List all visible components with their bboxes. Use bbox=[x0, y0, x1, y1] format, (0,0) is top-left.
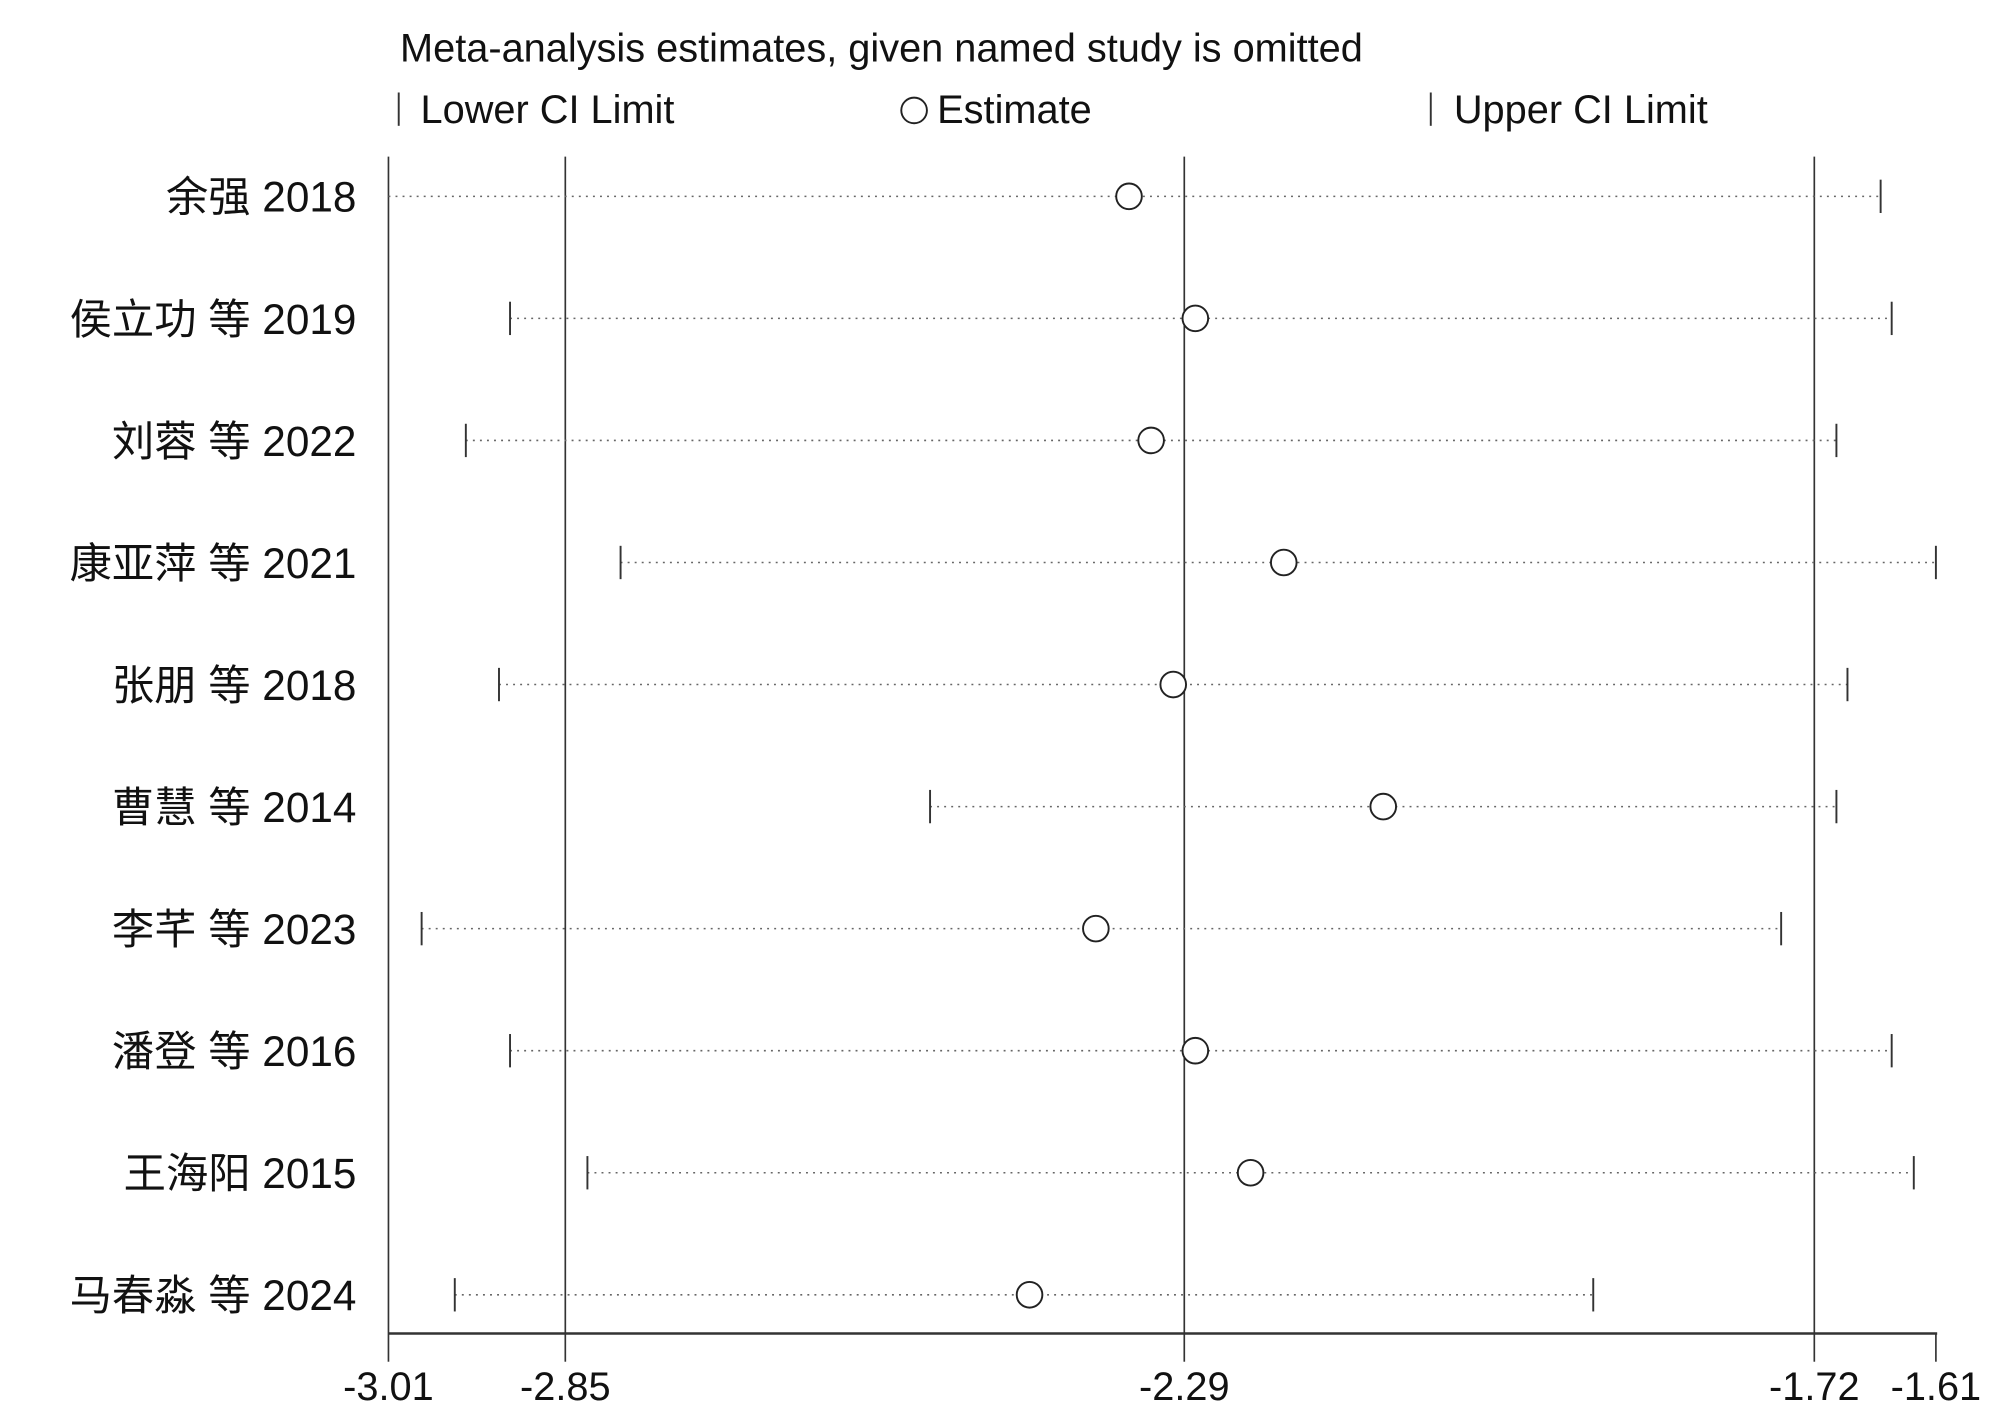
study-row: 曹慧 等 2014 bbox=[112, 784, 1838, 831]
estimate-marker bbox=[1015, 1281, 1044, 1309]
legend: Lower CI Limit Estimate Upper CI Limit bbox=[397, 88, 1708, 132]
legend-lower-label: Lower CI Limit bbox=[421, 88, 675, 132]
study-label: 马春淼 等 2024 bbox=[70, 1272, 357, 1319]
study-row: 潘登 等 2016 bbox=[112, 1028, 1893, 1075]
study-label: 余强 2018 bbox=[166, 174, 356, 221]
legend-upper-label: Upper CI Limit bbox=[1454, 88, 1708, 132]
study-row: 李芊 等 2023 bbox=[112, 906, 1783, 953]
legend-estimate-mark bbox=[900, 96, 928, 125]
study-row: 张朋 等 2018 bbox=[112, 662, 1849, 709]
chart-title: Meta-analysis estimates, given named stu… bbox=[400, 27, 1363, 71]
study-label: 刘蓉 等 2022 bbox=[112, 418, 356, 465]
study-label: 侯立功 等 2019 bbox=[70, 296, 357, 343]
study-row: 侯立功 等 2019 bbox=[70, 296, 1893, 343]
study-row: 康亚萍 等 2021 bbox=[70, 540, 1937, 587]
study-row: 马春淼 等 2024 bbox=[70, 1272, 1595, 1319]
study-row: 余强 2018 bbox=[166, 174, 1882, 221]
study-label: 曹慧 等 2014 bbox=[112, 784, 356, 831]
x-tick-label: -2.29 bbox=[1139, 1365, 1230, 1409]
estimate-marker bbox=[1181, 1036, 1210, 1065]
estimate-marker bbox=[1236, 1158, 1265, 1187]
estimate-marker bbox=[1159, 670, 1188, 699]
study-label: 康亚萍 等 2021 bbox=[70, 540, 357, 587]
estimate-marker bbox=[1115, 182, 1143, 211]
study-label: 李芊 等 2023 bbox=[112, 906, 356, 953]
x-tick-label: -1.61 bbox=[1891, 1365, 1982, 1409]
estimate-marker bbox=[1137, 426, 1165, 455]
estimate-marker bbox=[1082, 914, 1110, 943]
estimate-marker bbox=[1181, 304, 1210, 333]
study-row: 刘蓉 等 2022 bbox=[112, 418, 1838, 465]
study-row: 王海阳 2015 bbox=[124, 1150, 1915, 1197]
estimate-marker bbox=[1369, 792, 1398, 821]
x-tick-label: -3.01 bbox=[343, 1365, 434, 1409]
legend-estimate-label: Estimate bbox=[937, 88, 1092, 132]
study-label: 王海阳 2015 bbox=[124, 1150, 357, 1197]
study-label: 潘登 等 2016 bbox=[112, 1028, 356, 1075]
estimate-marker bbox=[1269, 548, 1298, 577]
x-tick-label: -1.72 bbox=[1769, 1365, 1860, 1409]
x-tick-label: -2.85 bbox=[520, 1365, 611, 1409]
study-label: 张朋 等 2018 bbox=[112, 662, 356, 709]
